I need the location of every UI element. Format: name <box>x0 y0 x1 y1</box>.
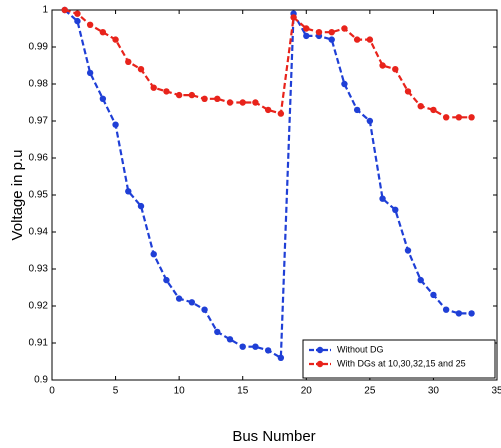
data-point <box>99 95 107 103</box>
legend-marker <box>316 360 324 368</box>
data-point <box>404 88 412 95</box>
y-tick-label: 0.98 <box>29 79 49 90</box>
data-point <box>264 106 272 114</box>
data-point <box>392 206 399 213</box>
data-point <box>366 117 374 125</box>
x-tick-label: 15 <box>237 386 249 397</box>
data-point <box>214 95 221 103</box>
data-point <box>201 306 208 313</box>
data-point <box>252 343 259 350</box>
data-point <box>328 29 335 36</box>
data-point <box>442 306 450 313</box>
data-line <box>64 8 472 119</box>
data-point <box>353 106 361 114</box>
data-point <box>430 291 437 299</box>
data-point <box>328 36 335 43</box>
data-point <box>379 195 386 202</box>
data-point <box>201 95 208 103</box>
data-point <box>264 347 272 354</box>
data-point <box>125 188 132 195</box>
y-tick-label: 1 <box>42 5 48 16</box>
y-tick-label: 0.93 <box>29 264 49 275</box>
data-point <box>442 114 450 121</box>
data-point <box>392 66 399 73</box>
data-point <box>99 29 107 36</box>
y-tick-label: 0.96 <box>29 153 49 164</box>
y-tick-label: 0.99 <box>29 42 49 53</box>
data-point <box>74 10 81 17</box>
data-point <box>341 80 348 88</box>
legend-marker <box>316 346 324 354</box>
x-tick-label: 35 <box>491 386 501 397</box>
data-point <box>188 91 196 99</box>
data-point <box>277 354 285 361</box>
data-point <box>150 251 157 258</box>
data-point <box>303 25 310 32</box>
data-point <box>137 66 145 73</box>
data-point <box>226 99 234 106</box>
data-point <box>214 328 221 336</box>
data-point <box>315 29 323 36</box>
x-axis-label: Bus Number <box>232 428 315 445</box>
x-tick-label: 5 <box>113 386 119 397</box>
data-point <box>455 310 463 317</box>
data-point <box>290 14 297 21</box>
data-point <box>341 25 348 32</box>
plot-frame <box>51 9 498 381</box>
data-point <box>252 99 259 106</box>
data-point <box>468 114 475 121</box>
data-point <box>175 295 183 302</box>
data-point <box>417 276 424 284</box>
data-point <box>430 106 437 114</box>
x-tick-label: 10 <box>174 386 186 397</box>
y-tick-label: 0.9 <box>34 375 48 386</box>
legend-box <box>302 339 496 379</box>
data-point <box>303 32 310 40</box>
data-point <box>86 21 94 28</box>
data-point <box>163 88 170 95</box>
y-tick-label: 0.91 <box>29 338 49 349</box>
y-axis-label: Voltage in p.u <box>9 150 26 241</box>
x-tick-label: 25 <box>364 386 376 397</box>
data-point <box>61 6 68 14</box>
y-tick-label: 0.97 <box>29 116 49 127</box>
data-point <box>417 103 424 110</box>
data-point <box>163 276 170 284</box>
y-tick-label: 0.92 <box>29 301 49 312</box>
x-tick-label: 20 <box>301 386 313 397</box>
data-point <box>277 110 285 117</box>
data-point <box>366 36 374 43</box>
data-point <box>379 62 386 69</box>
data-point <box>150 84 157 91</box>
y-tick-label: 0.94 <box>29 227 49 238</box>
data-point <box>112 36 119 43</box>
data-point <box>226 336 234 343</box>
legend-label: With DGs at 10,30,32,15 and 25 <box>337 358 466 368</box>
data-point <box>125 58 132 65</box>
data-point <box>74 17 81 25</box>
x-tick-label: 30 <box>428 386 440 397</box>
data-point <box>455 114 463 121</box>
x-tick-label: 0 <box>49 386 55 397</box>
data-point <box>86 69 94 77</box>
data-point <box>353 36 361 43</box>
data-point <box>239 99 246 106</box>
y-tick-label: 0.95 <box>29 190 49 201</box>
data-point <box>468 310 475 317</box>
data-point <box>137 202 145 210</box>
data-point <box>404 247 412 254</box>
data-point <box>188 299 196 306</box>
legend-label: Without DG <box>337 344 384 354</box>
data-point <box>175 91 183 99</box>
data-point <box>112 121 119 128</box>
data-point <box>239 343 246 350</box>
